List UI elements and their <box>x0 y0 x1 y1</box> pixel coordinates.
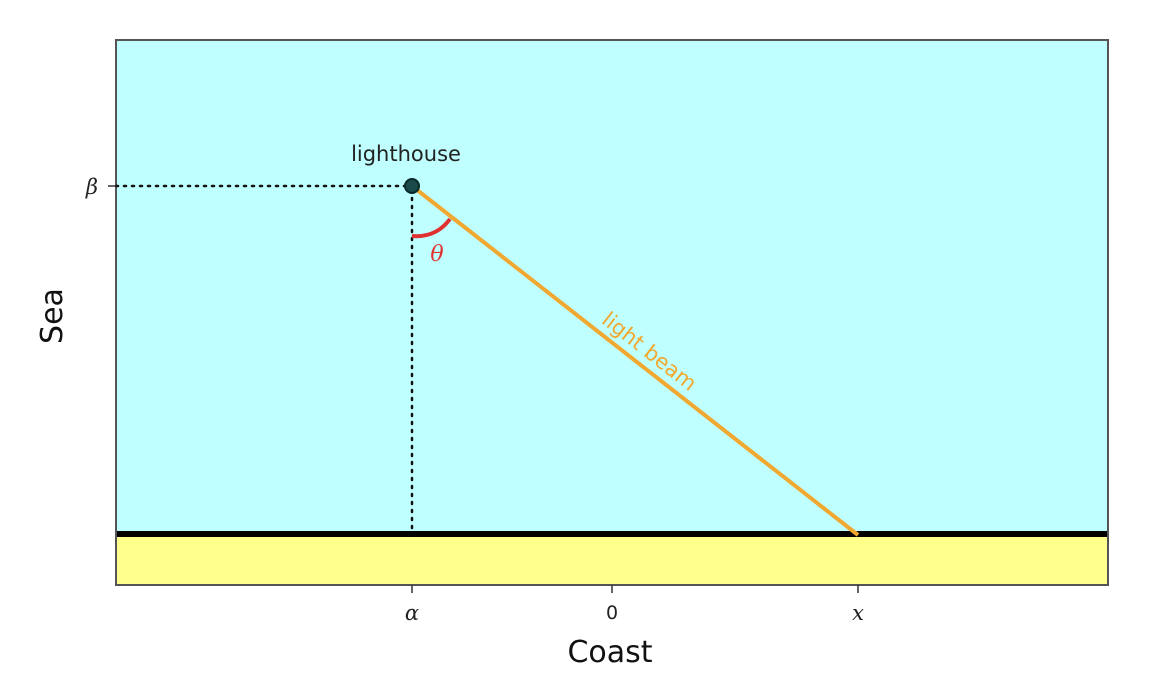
x-tick-label-alpha: α <box>405 601 419 625</box>
x-tick-label-zero: 0 <box>606 602 618 624</box>
x-tick-label-x: x <box>852 601 864 625</box>
theta-label: θ <box>430 242 443 267</box>
y-tick-label-beta: β <box>85 175 98 199</box>
lighthouse-label: lighthouse <box>351 142 461 166</box>
x-axis-label: Coast <box>567 635 652 670</box>
lighthouse-marker <box>404 178 420 194</box>
sea-region <box>116 40 1108 533</box>
angle-arc <box>411 217 452 239</box>
land-region <box>116 535 1108 585</box>
light-beam <box>410 184 860 537</box>
y-axis-label: Sea <box>35 288 70 344</box>
